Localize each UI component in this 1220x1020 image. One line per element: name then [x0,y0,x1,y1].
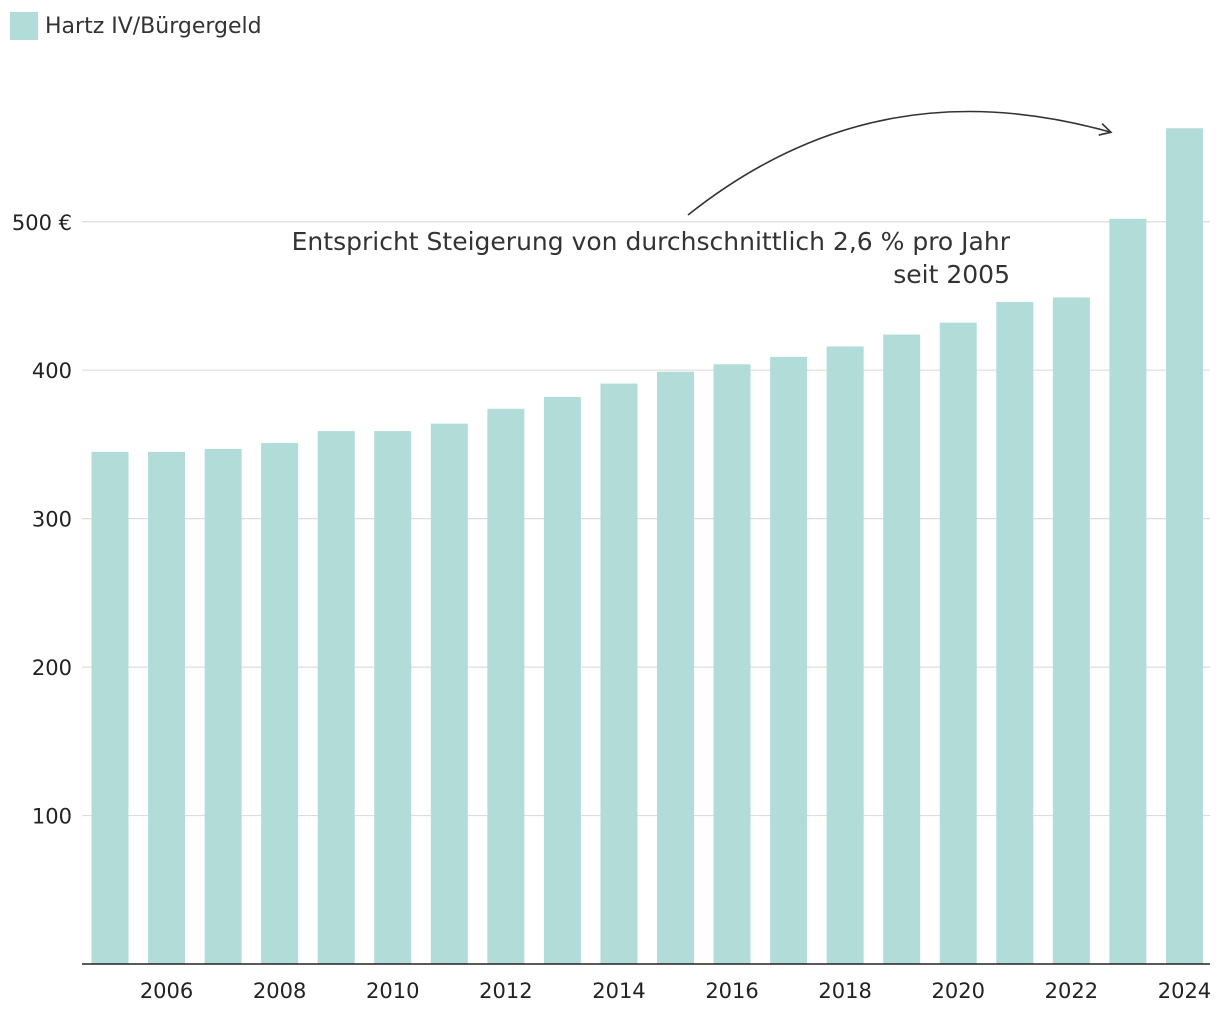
x-tick-label-2014: 2014 [592,979,645,1003]
bar-2015 [657,371,694,964]
x-tick-label-2006: 2006 [140,979,193,1003]
bar-2024 [1165,128,1203,964]
bar-2017 [770,356,808,965]
bar-2006 [148,451,186,964]
annotation-arrow [687,110,1113,216]
bars [91,128,1203,965]
annotation-line-1: Entspricht Steigerung von durchschnittli… [292,227,1011,256]
bar-2011 [430,423,468,965]
bar-2022 [1052,297,1090,965]
x-tick-label-2018: 2018 [818,979,871,1003]
bar-2020 [939,322,977,964]
y-tick-label-200: 200 [32,656,72,680]
x-tick-label-2016: 2016 [705,979,758,1003]
bar-2016 [713,364,751,965]
y-tick-label-500: 500 € [12,211,72,235]
bar-2005 [91,451,129,964]
y-tick-label-300: 300 [32,508,72,532]
x-tick-label-2012: 2012 [479,979,532,1003]
y-tick-label-100: 100 [32,805,72,829]
x-tick-label-2020: 2020 [932,979,985,1003]
legend: Hartz IV/Bürgergeld [10,12,262,40]
x-tick-label-2024: 2024 [1158,979,1211,1003]
bar-2008 [261,442,299,964]
x-tick-label-2022: 2022 [1045,979,1098,1003]
x-axis-ticks: 2006 2008 2010 2012 2014 2016 2018 2020 2022 2024 [140,979,1211,1003]
grid-lines [82,221,1210,817]
bar-2009 [317,431,355,964]
annotation-line-2: seit 2005 [893,260,1010,289]
bar-2013 [543,396,581,964]
bar-2010 [374,431,412,964]
bar-2023 [1109,218,1147,964]
legend-label: Hartz IV/Bürgergeld [45,13,262,39]
bar-2018 [826,346,864,964]
bar-2012 [487,408,525,964]
bar-2014 [600,383,638,964]
x-tick-label-2008: 2008 [253,979,306,1003]
legend-swatch [10,12,38,40]
y-axis-ticks: 100 200 300 400 500 € [12,211,72,829]
x-tick-label-2010: 2010 [366,979,419,1003]
y-tick-label-400: 400 [32,359,72,383]
bar-2019 [883,334,921,964]
bar-2021 [996,301,1034,965]
bar-2007 [204,448,242,964]
